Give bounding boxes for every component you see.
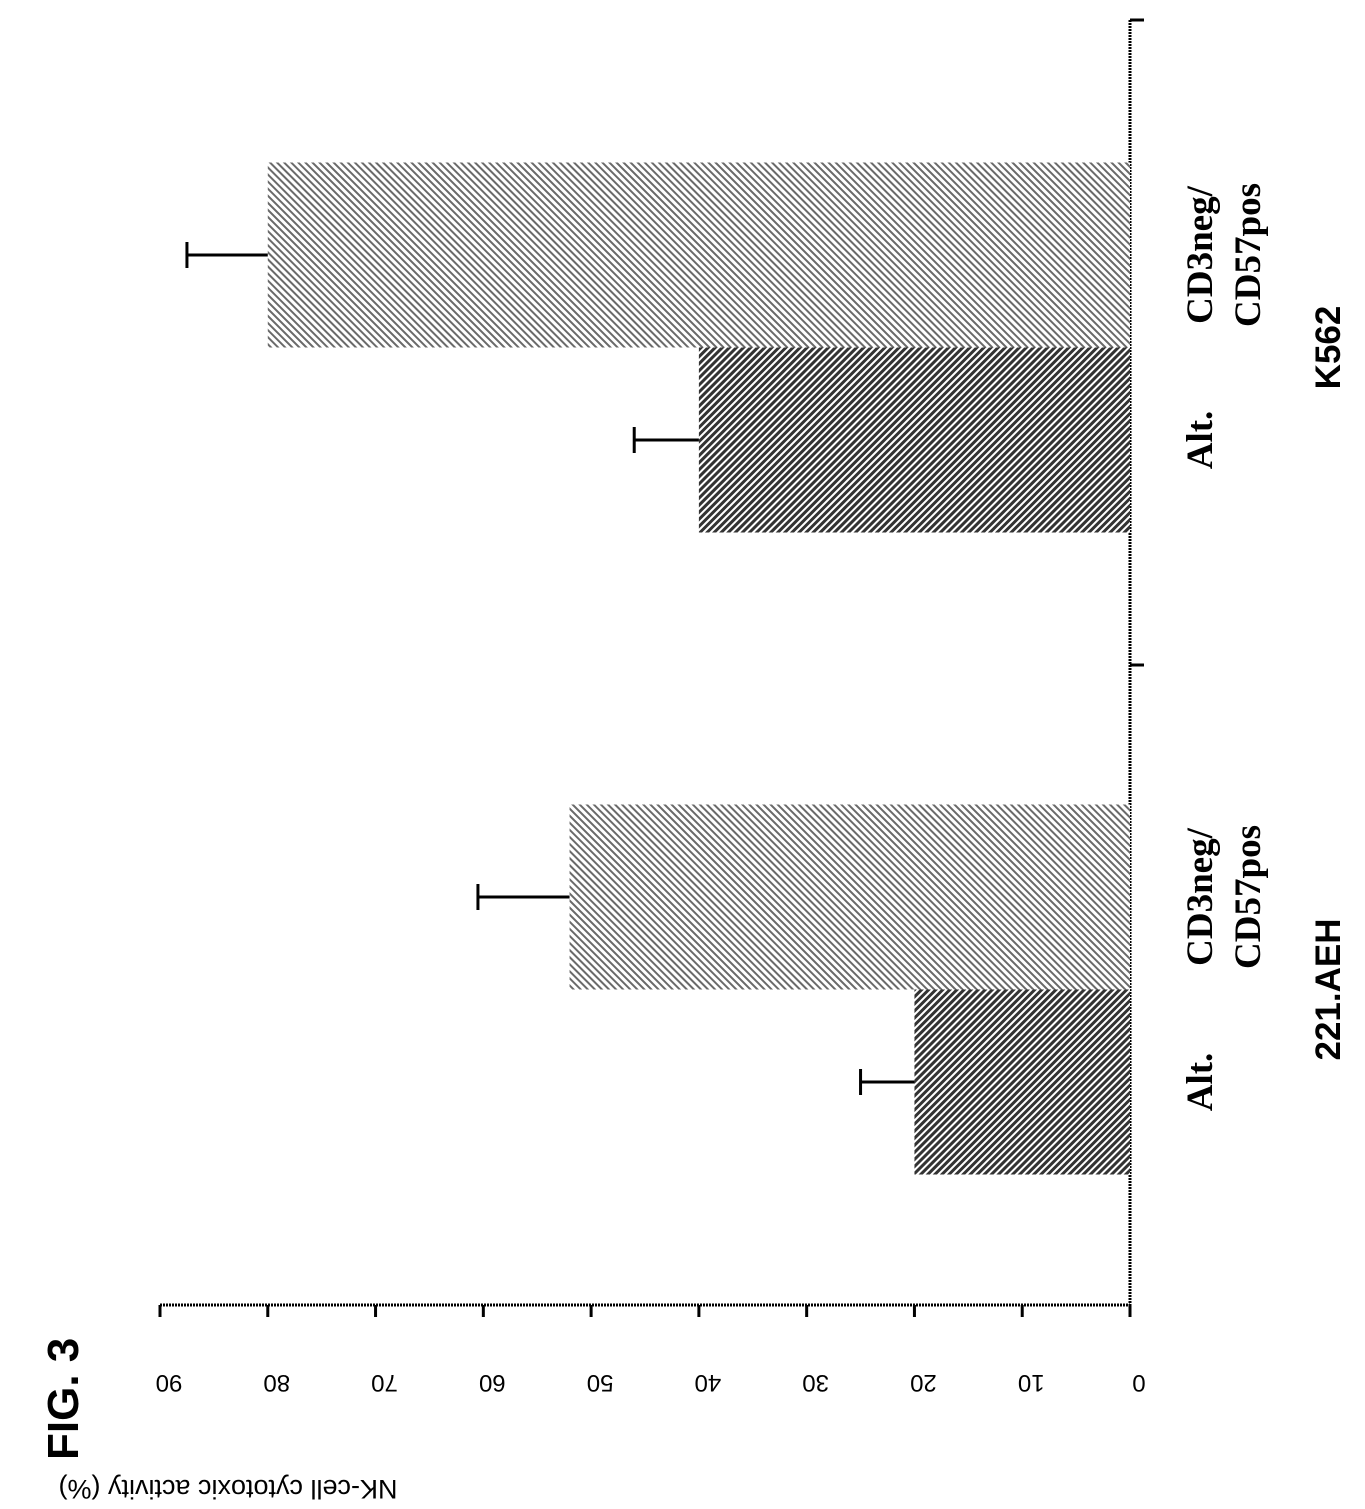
y-tick-label: 60: [479, 1369, 506, 1396]
y-tick-label: 50: [587, 1369, 614, 1396]
figure-label: FIG. 3: [39, 1338, 88, 1460]
bar: [698, 347, 1130, 533]
category-label: CD57pos: [1228, 183, 1269, 327]
category-label: CD57pos: [1228, 825, 1269, 969]
group-label: 221.AEH: [1309, 918, 1348, 1060]
y-axis-title: NK-cell cytotoxic activity (%): [58, 1474, 397, 1504]
plot-area: 0 10 20 30 40 50 60 70 80 90 Alt. CD3neg/CD57pos 221…: [156, 18, 1348, 1396]
y-tick-label: 80: [263, 1369, 290, 1396]
bar: [267, 162, 1130, 348]
y-tick-label: 40: [695, 1369, 722, 1396]
y-tick-label: 30: [802, 1369, 829, 1396]
y-tick-label: 70: [371, 1369, 398, 1396]
y-tick-label: 10: [1018, 1369, 1045, 1396]
category-label: CD3neg/: [1180, 827, 1221, 965]
group-label: K562: [1309, 306, 1348, 390]
y-tick-label: 0: [1132, 1369, 1145, 1396]
bar: [569, 804, 1130, 990]
y-tick-label: 90: [156, 1369, 183, 1396]
category-label: Alt.: [1180, 1053, 1221, 1112]
y-tick-label: 20: [910, 1369, 937, 1396]
category-label: CD3neg/: [1180, 185, 1221, 323]
bar: [914, 989, 1130, 1175]
category-label: Alt.: [1180, 411, 1221, 470]
